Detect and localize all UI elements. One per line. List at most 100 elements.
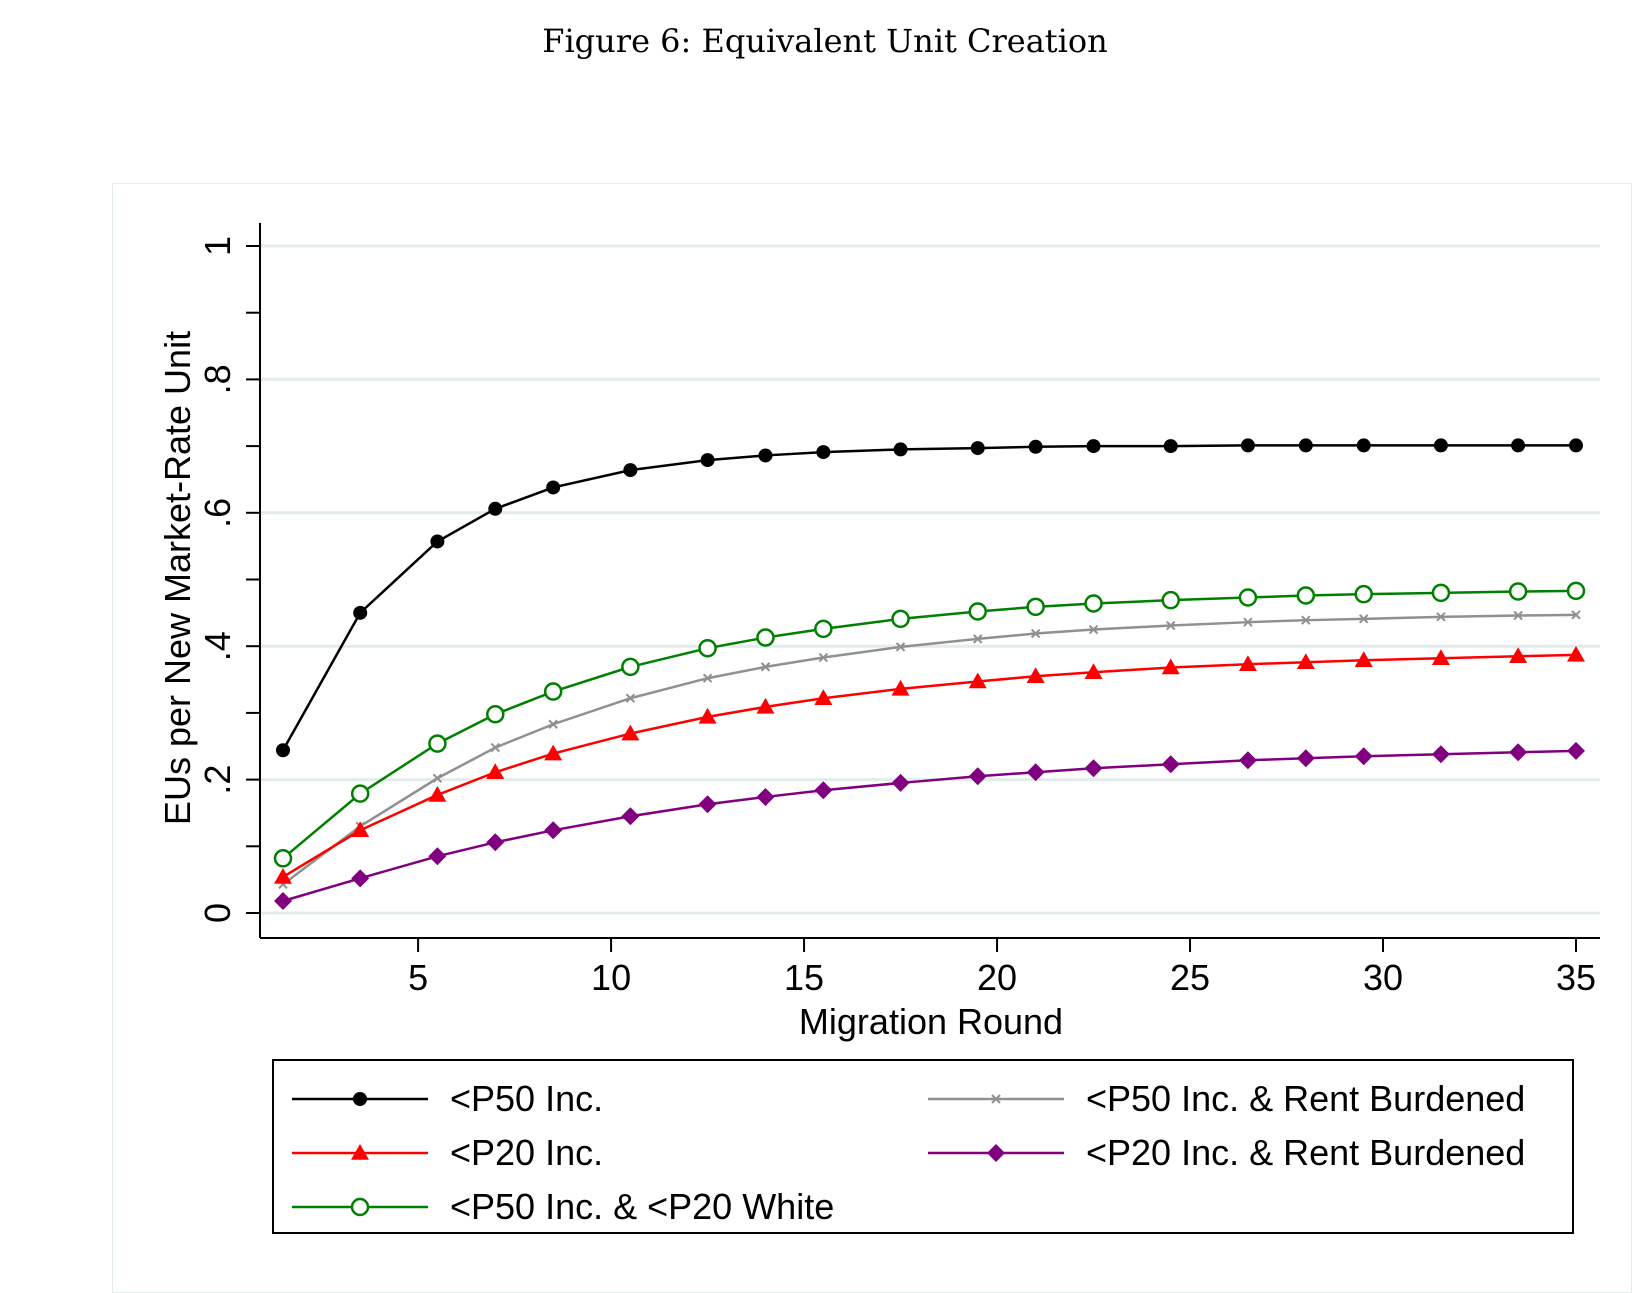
data-point — [698, 707, 717, 724]
data-point — [891, 609, 910, 629]
data-point — [486, 704, 505, 724]
data-point — [1238, 655, 1257, 671]
data-point-stroke — [490, 742, 500, 753]
data-point — [428, 785, 447, 802]
legend-label: <P50 Inc. & Rent Burdened — [1086, 1078, 1526, 1119]
data-point-stroke — [1436, 612, 1446, 622]
data-point — [274, 891, 292, 910]
data-point — [490, 742, 500, 753]
data-point-stroke — [760, 662, 771, 672]
y-tick-label: .8 — [197, 364, 238, 394]
data-point-stroke — [1571, 610, 1581, 620]
x-tick-label: 35 — [1556, 957, 1596, 998]
data-point — [895, 642, 906, 652]
data-point — [1354, 747, 1373, 766]
x-tick-label: 15 — [784, 957, 824, 998]
data-point — [968, 602, 987, 621]
series-layer — [273, 438, 1586, 910]
data-point — [700, 453, 715, 468]
data-point — [276, 743, 290, 758]
axes — [246, 223, 1600, 952]
data-point — [987, 1144, 1005, 1162]
data-point — [1431, 583, 1451, 603]
data-point — [350, 784, 370, 803]
data-point — [351, 869, 370, 888]
data-point — [814, 689, 833, 705]
data-point — [756, 697, 775, 714]
line-chart: 0.2.4.6.815 10 15 20 25 30 35 EUs per New Mark… — [157, 223, 1600, 1042]
x-tick-label: 20 — [977, 957, 1017, 998]
data-point — [1569, 438, 1583, 453]
y-tick-label: 0 — [197, 903, 238, 923]
data-point-stroke — [1513, 610, 1523, 621]
data-point — [1571, 610, 1581, 620]
data-point — [488, 501, 503, 516]
data-point — [818, 652, 829, 663]
legend-key-3 — [928, 1094, 1064, 1104]
x-tick-label: 10 — [591, 957, 631, 998]
data-point — [1084, 759, 1103, 778]
legend: <P50 Inc. <P20 Inc. <P50 Inc. & <P20 Whi… — [272, 1059, 1574, 1234]
data-point — [486, 763, 505, 780]
data-point — [1296, 586, 1316, 605]
data-point — [621, 807, 640, 826]
y-tick-label: .2 — [197, 765, 238, 795]
data-point — [758, 448, 773, 463]
data-point-stroke — [1030, 628, 1041, 639]
data-point — [1509, 647, 1528, 663]
data-point-stroke — [548, 719, 558, 729]
data-point — [1513, 610, 1523, 621]
data-point — [428, 734, 447, 753]
data-point — [544, 821, 563, 840]
data-point — [1166, 620, 1176, 631]
data-point-stroke — [625, 693, 636, 703]
data-point — [1354, 651, 1373, 667]
legend-label: <P20 Inc. — [450, 1132, 604, 1173]
legend-label: <P20 Inc. & Rent Burdened — [1086, 1132, 1526, 1173]
data-point — [1086, 439, 1101, 454]
data-point — [1433, 438, 1448, 453]
data-point — [546, 480, 561, 495]
data-point — [1301, 615, 1311, 625]
legend-item: <P50 Inc. — [290, 1077, 603, 1121]
data-point — [544, 744, 563, 761]
data-point — [973, 634, 983, 644]
data-point — [1238, 751, 1257, 770]
data-point — [548, 719, 558, 729]
data-point — [814, 781, 833, 800]
data-point-stroke — [1243, 617, 1253, 627]
data-point — [991, 1094, 1001, 1104]
legend-item: <P50 Inc. & Rent Burdened — [926, 1077, 1525, 1121]
legend-key-1 — [292, 1144, 428, 1160]
data-point — [1356, 438, 1371, 453]
data-point — [968, 767, 987, 786]
data-point-stroke — [1359, 614, 1369, 624]
data-point — [816, 445, 831, 460]
data-point — [351, 821, 370, 838]
series-line — [281, 444, 1576, 751]
x-tick-label: 25 — [1170, 957, 1210, 998]
data-point — [891, 773, 910, 792]
y-tick-label: .4 — [197, 631, 238, 661]
data-point — [1567, 741, 1585, 760]
data-point — [1026, 763, 1045, 782]
data-point — [756, 628, 775, 647]
data-point — [621, 657, 640, 677]
data-point — [1431, 649, 1450, 665]
data-point — [1431, 745, 1450, 764]
data-point — [1238, 588, 1258, 607]
series-3 — [278, 610, 1581, 890]
y-axis-label: EUs per New Market-Rate Unit — [157, 331, 198, 825]
data-point — [1161, 658, 1180, 675]
legend-key-0 — [292, 1092, 428, 1106]
data-point — [432, 773, 443, 783]
data-point — [1026, 597, 1045, 617]
data-point — [756, 787, 775, 806]
legend-item: <P20 Inc. & Rent Burdened — [926, 1131, 1525, 1175]
data-point — [1508, 582, 1528, 601]
series-line — [282, 749, 1577, 903]
data-point — [968, 672, 987, 689]
y-tick-label: .6 — [197, 498, 238, 528]
data-point — [351, 1144, 369, 1160]
data-point — [543, 682, 563, 701]
